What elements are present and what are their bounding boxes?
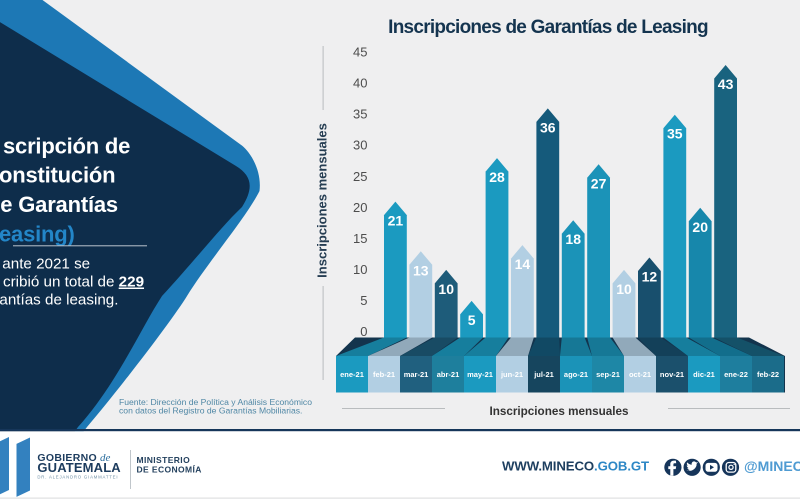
svg-text:36: 36	[540, 119, 556, 135]
svg-text:Inscripciones de Garantías de: Inscripciones de Garantías de Leasing	[388, 17, 708, 38]
svg-text:5: 5	[468, 312, 476, 328]
svg-text:ene-21: ene-21	[340, 370, 364, 379]
svg-text:may-21: may-21	[467, 370, 493, 379]
svg-text:nov-21: nov-21	[660, 370, 684, 379]
svg-text:Fuente: Dirección de Política: Fuente: Dirección de Política y Análisis…	[119, 397, 312, 407]
svg-text:40: 40	[353, 76, 367, 91]
svg-text:14: 14	[515, 256, 531, 272]
svg-text:25: 25	[353, 169, 367, 184]
svg-text:20: 20	[353, 200, 367, 215]
svg-text:ante 2021 se: ante 2021 se	[2, 256, 90, 273]
svg-text:Inscripciones mensuales: Inscripciones mensuales	[315, 123, 330, 278]
svg-text:10: 10	[616, 281, 632, 297]
svg-text:43: 43	[718, 76, 734, 92]
svg-text:27: 27	[591, 175, 607, 191]
svg-text:18: 18	[565, 231, 581, 247]
svg-text:feb-21: feb-21	[373, 370, 395, 379]
svg-text:28: 28	[489, 169, 505, 185]
svg-text:jun-21: jun-21	[500, 370, 523, 379]
svg-text:@MINECOGT: @MINECOGT	[744, 458, 800, 474]
svg-text:dic-21: dic-21	[693, 370, 715, 379]
svg-text:ene-22: ene-22	[724, 370, 748, 379]
svg-text:DR. ALEJANDRO GIAMMATTEI: DR. ALEJANDRO GIAMMATTEI	[37, 474, 118, 479]
svg-text:jul-21: jul-21	[533, 370, 554, 379]
svg-text:MINISTERIO: MINISTERIO	[137, 455, 191, 465]
svg-text:con datos del Registro de Gara: con datos del Registro de Garantías Mobi…	[119, 405, 302, 415]
svg-text:15: 15	[353, 231, 367, 246]
svg-text:easing): easing)	[0, 222, 75, 247]
svg-text:feb-22: feb-22	[757, 370, 779, 379]
svg-text:12: 12	[642, 269, 658, 285]
svg-text:30: 30	[353, 138, 367, 153]
svg-text:ago-21: ago-21	[564, 370, 588, 379]
svg-text:abr-21: abr-21	[437, 370, 460, 379]
svg-text:21: 21	[388, 213, 404, 229]
svg-text:antías de leasing.: antías de leasing.	[0, 292, 118, 309]
svg-text:sep-21: sep-21	[596, 370, 620, 379]
svg-text:oct-21: oct-21	[629, 370, 651, 379]
svg-text:13: 13	[413, 262, 429, 278]
svg-text:WWW.MINECO.GOB.GT: WWW.MINECO.GOB.GT	[502, 458, 649, 473]
svg-text:mar-21: mar-21	[404, 370, 429, 379]
svg-text:10: 10	[438, 281, 454, 297]
svg-text:e Garantías: e Garantías	[0, 192, 118, 217]
svg-text:DE ECONOMÍA: DE ECONOMÍA	[137, 464, 202, 474]
svg-text:Inscripciones mensuales: Inscripciones mensuales	[489, 405, 629, 418]
svg-text:GOBIERNO: GOBIERNO	[37, 452, 97, 464]
svg-text:cribió un total de 229: cribió un total de 229	[3, 274, 144, 291]
svg-text:20: 20	[692, 219, 708, 235]
svg-text:GUATEMALA: GUATEMALA	[37, 460, 121, 475]
svg-text:10: 10	[353, 262, 367, 277]
svg-text:35: 35	[667, 126, 683, 142]
svg-text:de: de	[100, 452, 111, 464]
svg-text:scripción de: scripción de	[3, 134, 130, 159]
svg-text:onstitución: onstitución	[0, 163, 115, 188]
svg-text:35: 35	[353, 107, 367, 122]
svg-text:45: 45	[353, 45, 367, 60]
svg-text:0: 0	[360, 324, 367, 339]
svg-text:5: 5	[360, 293, 367, 308]
